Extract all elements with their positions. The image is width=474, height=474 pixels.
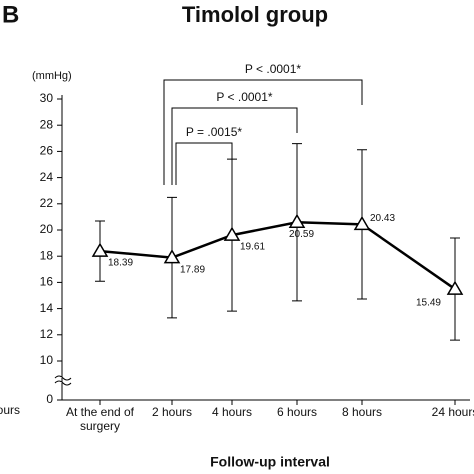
significance-label: P < .0001*	[245, 62, 301, 76]
x-tick-label: 4 hours	[211, 405, 253, 419]
point	[91, 242, 109, 257]
axis-break	[54, 375, 72, 386]
left-panel-fragment: hours	[0, 403, 20, 417]
y-tick-label: 10	[40, 353, 54, 367]
x-tick-label: 24 hours	[431, 405, 474, 419]
x-tick-label: 6 hours	[276, 405, 318, 419]
y-unit: (mmHg)	[32, 70, 72, 82]
y-tick-label: 0	[46, 392, 53, 406]
point	[446, 280, 464, 295]
chart-title: Timolol group	[182, 2, 328, 27]
y-tick-label: 30	[40, 91, 54, 105]
y-tick-label: 16	[40, 275, 54, 289]
value-label: 19.61	[240, 242, 265, 253]
y-tick-label: 18	[40, 248, 54, 262]
point	[288, 213, 306, 229]
significance-bracket	[171, 107, 298, 185]
panel-label: B	[2, 1, 19, 28]
value-label: 15.49	[416, 298, 441, 309]
value-label: 20.59	[289, 229, 314, 240]
y-tick-label: 26	[40, 144, 54, 158]
x-tick-label: 8 hours	[341, 405, 383, 419]
y-tick-label: 14	[40, 301, 54, 315]
point	[353, 215, 371, 231]
x-tick-label: 2 hours	[151, 405, 193, 419]
line	[99, 221, 456, 291]
point	[163, 249, 181, 264]
value-label: 20.43	[370, 213, 395, 224]
significance-label: P = .0015*	[186, 125, 242, 139]
y-tick-label: 24	[40, 170, 54, 184]
significance-bracket	[175, 142, 233, 185]
y-tick-label: 12	[40, 327, 54, 341]
x-axis-title: Follow-up interval	[210, 454, 330, 470]
value-label: 18.39	[108, 258, 133, 269]
x-tick-label: At the end of surgery	[65, 405, 135, 433]
value-label: 17.89	[180, 264, 205, 275]
y-tick-label: 28	[40, 117, 54, 131]
significance-bracket	[163, 79, 363, 185]
point	[223, 226, 241, 241]
significance-label: P < .0001*	[216, 90, 272, 104]
y-tick-label: 22	[40, 196, 54, 210]
y-tick-label: 20	[40, 222, 54, 236]
